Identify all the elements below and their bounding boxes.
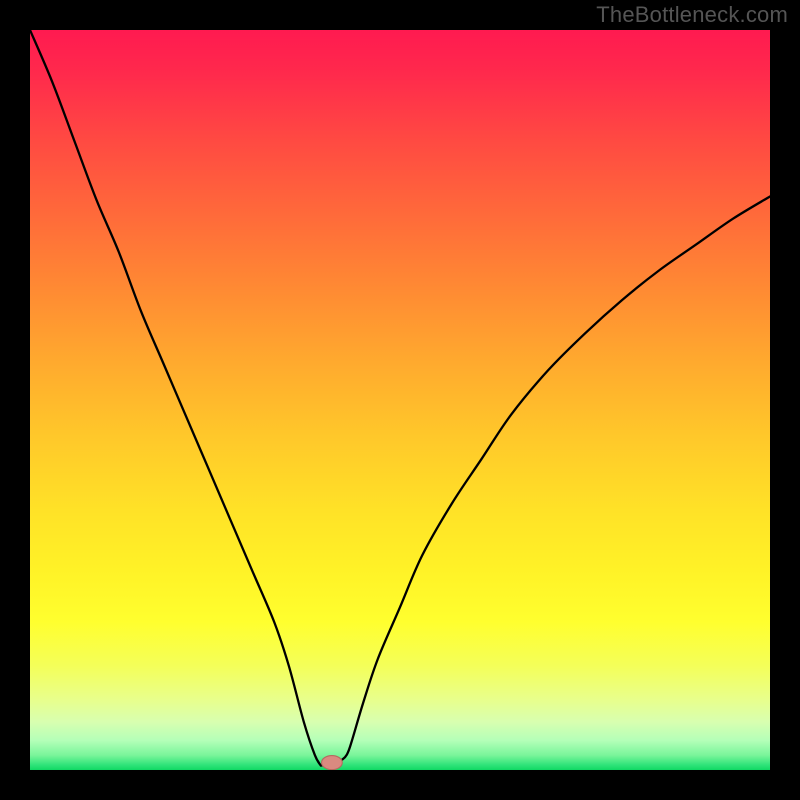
curve-layer — [30, 30, 770, 770]
watermark-text: TheBottleneck.com — [596, 2, 788, 28]
bottleneck-curve — [30, 30, 770, 766]
plot-area — [30, 30, 770, 770]
minimum-marker — [322, 756, 343, 770]
chart-frame: TheBottleneck.com — [0, 0, 800, 800]
